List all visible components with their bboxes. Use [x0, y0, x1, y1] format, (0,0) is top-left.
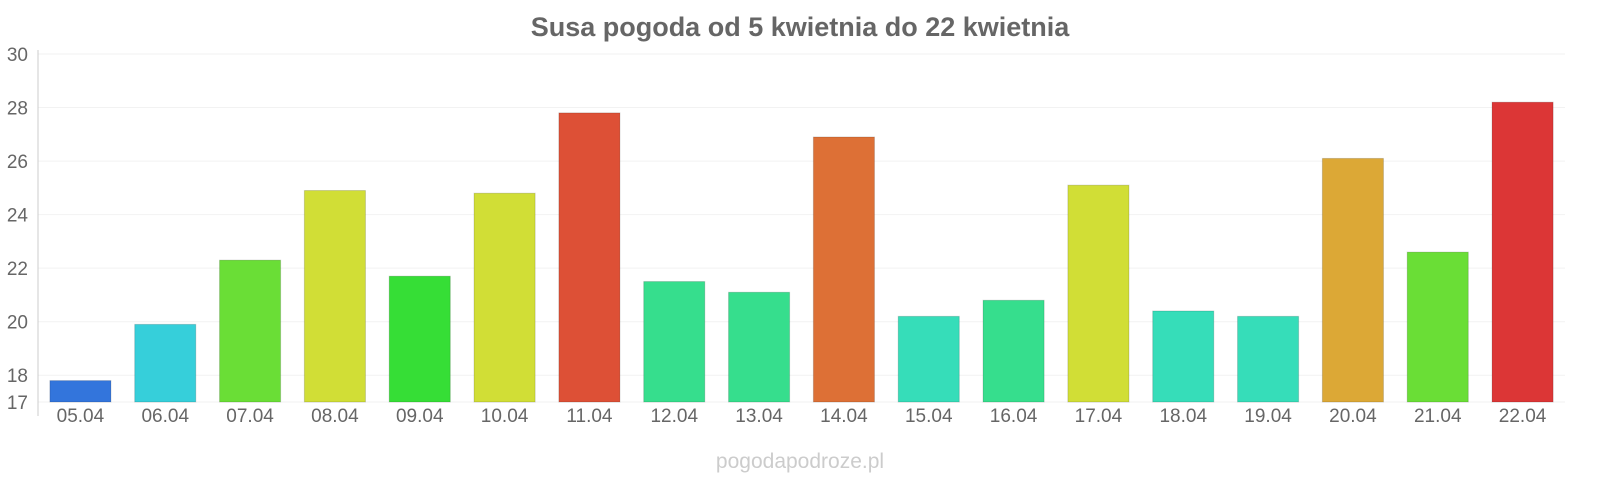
- chart-title: Susa pogoda od 5 kwietnia do 22 kwietnia: [531, 12, 1071, 42]
- watermark: pogodapodroze.pl: [716, 450, 884, 473]
- bar-20.04: [1321, 157, 1384, 403]
- y-tick-label: 18: [7, 366, 28, 387]
- x-tick-label: 21.04: [1414, 406, 1462, 427]
- x-tick-label: 05.04: [57, 406, 105, 427]
- x-tick-label: 19.04: [1244, 406, 1292, 427]
- x-tick-label: 11.04: [566, 406, 613, 427]
- x-tick-label: 17.04: [1075, 406, 1123, 427]
- y-tick-label: 17: [7, 393, 28, 414]
- bar-09.04: [388, 275, 451, 403]
- bar-22.04: [1491, 101, 1554, 403]
- bar-07.04: [219, 259, 282, 403]
- bar-17.04: [1067, 184, 1130, 403]
- bar-10.04: [473, 192, 536, 403]
- x-tick-label: 15.04: [905, 406, 953, 427]
- y-tick-label: 28: [7, 99, 28, 120]
- y-tick-label: 22: [7, 259, 28, 280]
- bar-15.04: [897, 315, 960, 403]
- x-tick-label: 14.04: [820, 406, 868, 427]
- bar-06.04: [134, 323, 197, 403]
- bar-14.04: [812, 136, 875, 403]
- bar-08.04: [303, 190, 366, 403]
- x-tick-label: 09.04: [396, 406, 444, 427]
- x-tick-label: 13.04: [735, 406, 783, 427]
- y-tick-label: 30: [7, 45, 28, 66]
- x-tick-label: 20.04: [1329, 406, 1377, 427]
- bar-18.04: [1152, 310, 1215, 403]
- x-tick-label: 08.04: [311, 406, 359, 427]
- bar-11.04: [558, 112, 621, 403]
- bar-21.04: [1406, 251, 1469, 403]
- y-tick-label: 24: [7, 206, 29, 227]
- x-tick-label: 10.04: [481, 406, 529, 427]
- bar-12.04: [643, 281, 706, 403]
- x-tick-label: 16.04: [990, 406, 1038, 427]
- bar-13.04: [728, 291, 791, 403]
- x-tick-label: 12.04: [650, 406, 698, 427]
- x-tick-label: 07.04: [226, 406, 274, 427]
- x-tick-label: 06.04: [141, 406, 189, 427]
- y-tick-label: 26: [7, 152, 28, 173]
- x-tick-label: 18.04: [1159, 406, 1207, 427]
- bar-05.04: [49, 380, 112, 403]
- bar-16.04: [982, 299, 1045, 403]
- bar-19.04: [1237, 315, 1300, 403]
- x-tick-label: 22.04: [1499, 406, 1547, 427]
- y-tick-label: 20: [7, 313, 28, 334]
